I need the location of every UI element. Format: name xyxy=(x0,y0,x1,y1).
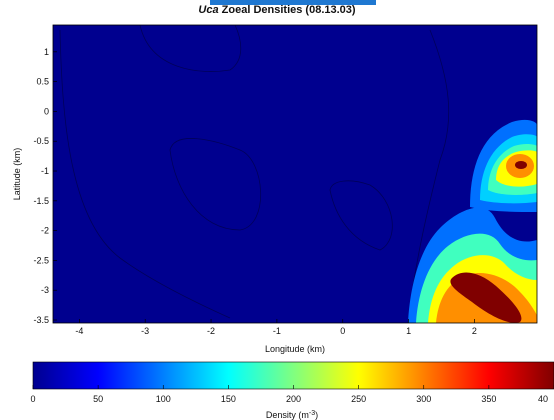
plot-area xyxy=(52,24,538,324)
y-tick-label: 0 xyxy=(44,106,49,116)
x-tick-label: -3 xyxy=(141,326,149,336)
colorbar-tick-label: 50 xyxy=(93,394,103,404)
x-tick-label: -1 xyxy=(273,326,281,336)
colorbar-ticks: 0 50 100 150 200 250 300 350 40 xyxy=(30,385,554,404)
x-axis: -4 -3 -2 -1 0 1 2 xyxy=(75,319,477,336)
colorbar-tick-label: 0 xyxy=(30,394,35,404)
y-tick-label: -3 xyxy=(41,285,49,295)
colorbar-gradient xyxy=(32,361,554,390)
colorbar-tick-label: 350 xyxy=(481,394,496,404)
chart-title: Uca Zoeal Densities (08.13.03) xyxy=(0,4,554,16)
plot-frame xyxy=(52,24,538,324)
colorbar-tick-label: 100 xyxy=(156,394,171,404)
x-tick-label: -2 xyxy=(207,326,215,336)
x-tick-label: 2 xyxy=(472,326,477,336)
title-banner xyxy=(210,0,376,5)
y-axis-label: Latitude (km) xyxy=(12,148,22,201)
y-tick-label: -0.5 xyxy=(33,136,49,146)
y-tick-label: -1.5 xyxy=(33,196,49,206)
y-tick-label: 0.5 xyxy=(36,77,49,87)
title-genus: Uca xyxy=(198,4,219,16)
y-tick-label: -2.5 xyxy=(33,255,49,265)
y-tick-label: -2 xyxy=(41,226,49,236)
contour-line xyxy=(329,180,393,251)
y-tick-label: -1 xyxy=(41,166,49,176)
lower-hotspot-level-350 xyxy=(450,272,522,323)
colorbar-tick-label: 250 xyxy=(351,394,366,404)
upper-hotspot-level-350 xyxy=(515,161,527,169)
x-tick-label: -4 xyxy=(75,326,83,336)
contour-line xyxy=(59,29,231,319)
colorbar-tick-label: 300 xyxy=(416,394,431,404)
contour-line xyxy=(139,25,242,72)
x-tick-label: 1 xyxy=(406,326,411,336)
colorbar-tick-label: 40 xyxy=(538,394,548,404)
title-rest: Zoeal Densities (08.13.03) xyxy=(218,4,356,16)
contour-line xyxy=(169,138,262,231)
colorbar-tick-label: 200 xyxy=(286,394,301,404)
colorbar-label: Density (m-3) xyxy=(266,410,318,420)
contour-line xyxy=(407,29,450,323)
y-tick-label: -3.5 xyxy=(33,315,49,325)
x-tick-label: 0 xyxy=(340,326,345,336)
y-axis: 1 0.5 0 -0.5 -1 -1.5 -2 -2.5 -3 -3.5 xyxy=(33,47,57,325)
y-tick-label: 1 xyxy=(44,47,49,57)
x-axis-label: Longitude (km) xyxy=(265,344,325,354)
colorbar-tick-label: 150 xyxy=(221,394,236,404)
colorbar: 0 50 100 150 200 250 300 350 40 Density (m-3) xyxy=(30,361,554,420)
contour-regions xyxy=(59,25,537,323)
